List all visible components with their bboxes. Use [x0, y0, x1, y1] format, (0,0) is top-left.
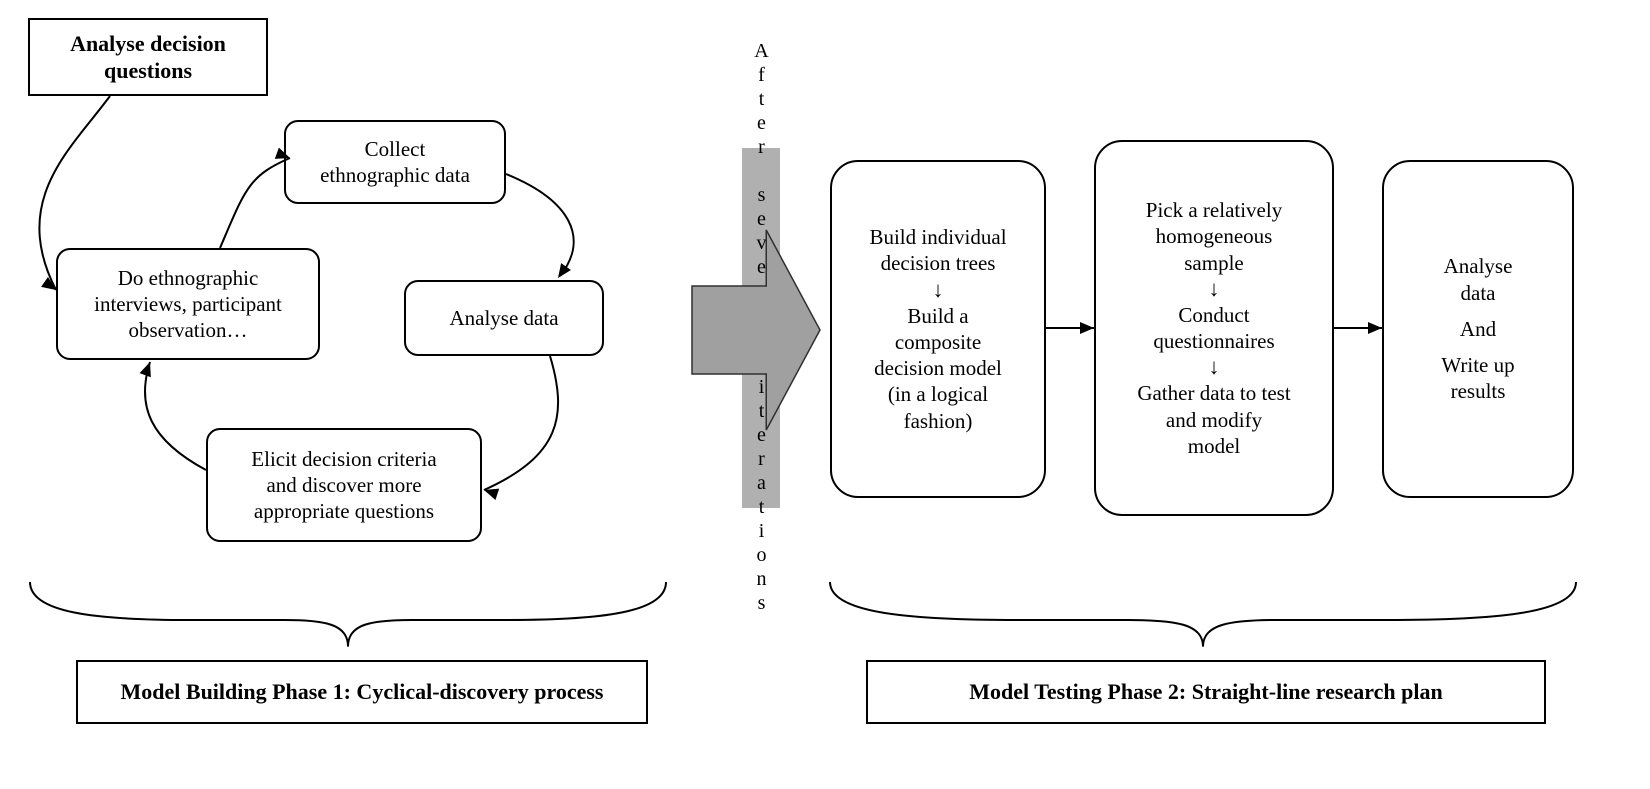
edge-interviews-to-collect — [220, 158, 290, 248]
phase1-label: Model Building Phase 1: Cyclical-discove… — [76, 660, 648, 724]
iteration-label: After several iterations — [742, 148, 780, 508]
node-elicit: Elicit decision criteriaand discover mor… — [206, 428, 482, 542]
phase2-label: Model Testing Phase 2: Straight-line res… — [866, 660, 1546, 724]
arrowhead-collect-to-analyse — [558, 263, 571, 278]
edge-collect-to-analyse — [506, 174, 574, 276]
brace-phase2 — [830, 582, 1576, 647]
arrowhead-start-to-interviews — [41, 277, 56, 290]
node-collect: Collectethnographic data — [284, 120, 506, 204]
brace-phase1 — [30, 582, 666, 647]
down-arrow-icon: ↓ — [1209, 356, 1220, 378]
node-interviews: Do ethnographicinterviews, participantob… — [56, 248, 320, 360]
arrowhead-analyse-to-elicit — [484, 489, 499, 500]
node-sample-test: Pick a relativelyhomogeneoussample↓Condu… — [1094, 140, 1334, 516]
node-analyse-cycle: Analyse data — [404, 280, 604, 356]
down-arrow-icon: ↓ — [1209, 278, 1220, 300]
down-arrow-icon: ↓ — [933, 279, 944, 301]
node-build-model: Build individualdecision trees↓Build aco… — [830, 160, 1046, 498]
node-start: Analyse decisionquestions — [28, 18, 268, 96]
arrowhead-build-to-sample — [1080, 322, 1094, 334]
arrowhead-elicit-to-interviews — [140, 362, 151, 377]
edge-analyse-to-elicit — [484, 356, 558, 490]
node-results: Analysedata And Write upresults — [1382, 160, 1574, 498]
arrowhead-sample-to-results — [1368, 322, 1382, 334]
edge-elicit-to-interviews — [145, 362, 206, 470]
